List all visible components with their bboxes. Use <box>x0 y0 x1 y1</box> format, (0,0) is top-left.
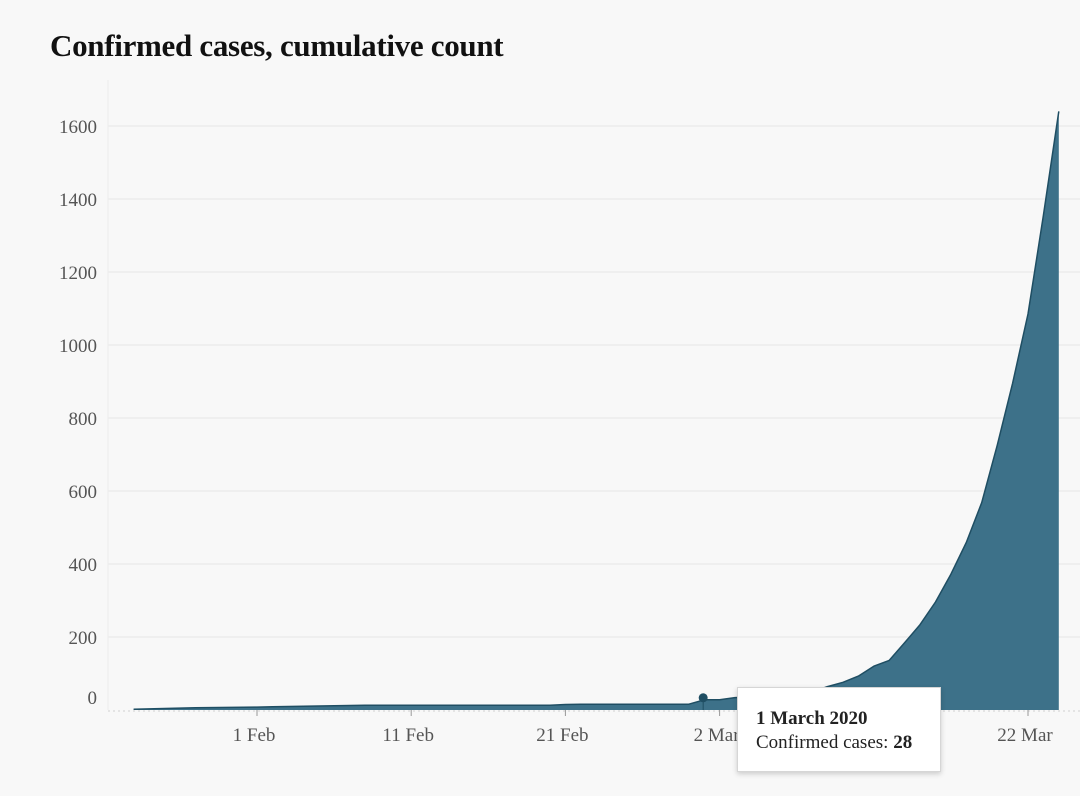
y-tick-label: 600 <box>69 482 98 503</box>
x-tick-label: 22 Mar <box>997 725 1053 746</box>
y-tick-label: 400 <box>69 555 98 576</box>
x-tick-label: 1 Feb <box>233 725 276 746</box>
x-tick-label: 11 Feb <box>382 725 434 746</box>
y-tick-label: 1600 <box>59 117 97 138</box>
y-tick-label: 800 <box>69 409 98 430</box>
x-tick-label: 2 Mar <box>694 725 741 746</box>
series-area <box>133 111 1060 711</box>
area-line <box>133 111 1060 711</box>
data-tooltip: 1 March 2020 Confirmed cases: 28 <box>737 687 941 772</box>
x-tick-label: 21 Feb <box>536 725 588 746</box>
gridlines <box>108 125 1080 638</box>
hover-marker <box>698 693 708 710</box>
tooltip-label: Confirmed cases: <box>756 732 894 753</box>
y-tick-label: 1200 <box>59 263 97 284</box>
y-tick-label: 1000 <box>59 336 97 357</box>
y-tick-label: 200 <box>69 628 98 649</box>
tooltip-row: Confirmed cases: 28 <box>756 731 940 755</box>
y-axis-tick-labels: 0 200 400 600 800 1000 1200 1400 1600 <box>59 117 97 709</box>
x-axis-tick-labels: 1 Feb 11 Feb 21 Feb 2 Mar 22 Mar <box>233 725 1054 746</box>
tooltip-value: 28 <box>893 732 913 753</box>
y-tick-label: 0 <box>88 688 98 709</box>
area-fill <box>133 111 1059 710</box>
tooltip-date: 1 March 2020 <box>756 708 868 729</box>
data-point-marker <box>698 693 708 703</box>
y-tick-label: 1400 <box>59 190 97 211</box>
chart-title: Confirmed cases, cumulative count <box>50 28 504 63</box>
